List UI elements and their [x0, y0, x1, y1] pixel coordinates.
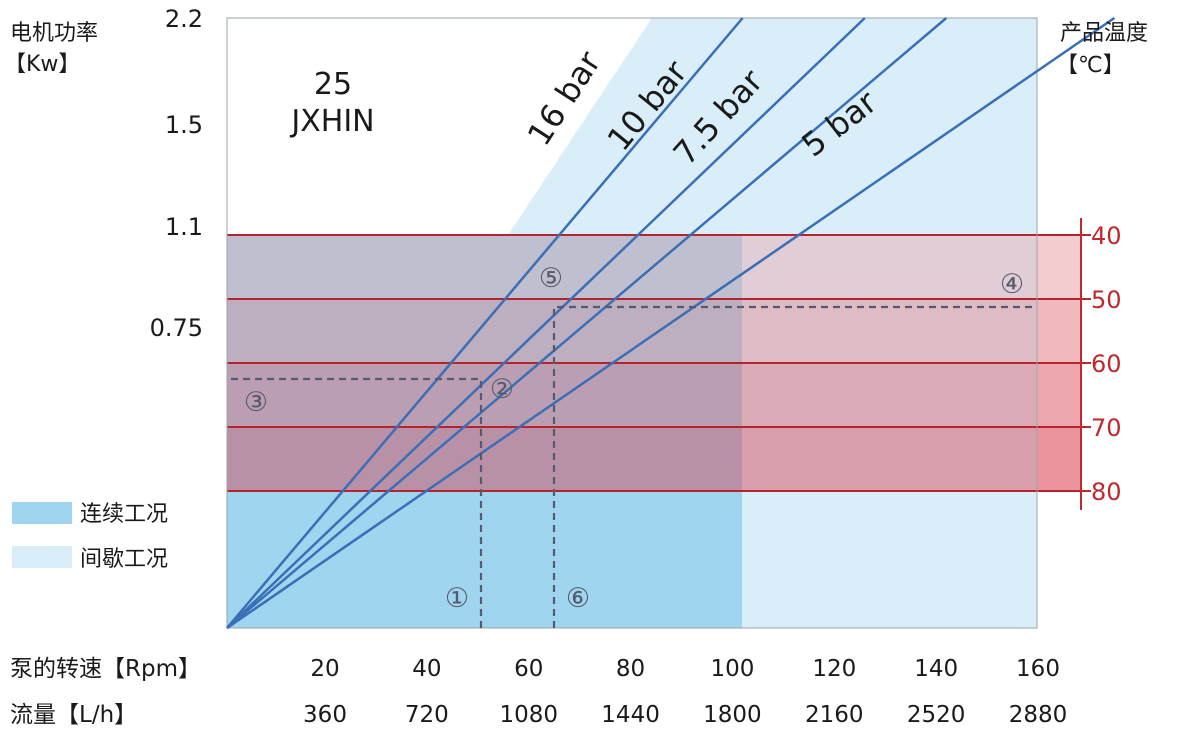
marker-6: ⑥ — [566, 583, 590, 614]
left-axis-unit: 【Kw】 — [4, 52, 80, 77]
flow-tick-1080: 1080 — [499, 702, 558, 728]
pressure-line-16-bar — [226, 17, 744, 629]
pressure-line-10-bar — [226, 17, 866, 629]
flow-tick-720: 720 — [405, 702, 449, 728]
marker-2: ② — [490, 374, 514, 405]
plot-frame — [226, 17, 1038, 629]
flow-tick-2160: 2160 — [805, 702, 864, 728]
speed-tick-160: 160 — [1016, 656, 1060, 682]
left-tick-2-2: 2.2 — [165, 5, 203, 33]
speed-axis-title: 泵的转速【Rpm】 — [10, 656, 201, 682]
upper-white-region — [227, 18, 652, 235]
speed-tick-60: 60 — [514, 656, 543, 682]
legend-swatch-intermittent — [12, 546, 72, 568]
x-axis-ticks: 20 360 40 720 60 1080 80 1440 100 1800 120 2160 140 2… — [303, 656, 1067, 728]
temp-band-50-60 — [227, 299, 1037, 363]
left-axis-title: 电机功率 — [10, 21, 98, 46]
pressure-line-5-bar — [226, 16, 1116, 630]
marker-3: ③ — [244, 387, 268, 418]
flow-tick-1800: 1800 — [703, 702, 762, 728]
speed-tick-20: 20 — [310, 656, 339, 682]
left-tick-1-1: 1.1 — [165, 213, 203, 241]
model-name: JXHIN — [289, 104, 374, 139]
right-tick-40: 40 — [1091, 222, 1122, 250]
flow-tick-2520: 2520 — [907, 702, 966, 728]
temp-band-strip-60 — [1037, 363, 1081, 427]
speed-tick-120: 120 — [812, 656, 856, 682]
temp-band-40-50 — [227, 235, 1037, 299]
temp-band-strip-40 — [1037, 235, 1081, 299]
speed-tick-80: 80 — [616, 656, 645, 682]
example-dash-speed-6 — [552, 305, 1037, 628]
right-tick-80: 80 — [1091, 478, 1122, 506]
pressure-line-7-5-bar — [226, 17, 948, 629]
continuous-region — [227, 235, 742, 628]
legend-label-intermittent: 间歇工况 — [80, 547, 168, 572]
speed-tick-140: 140 — [914, 656, 958, 682]
left-axis-ticks: 2.2 1.5 1.1 0.75 — [150, 5, 203, 342]
temp-band-70-80 — [227, 427, 1037, 491]
legend-swatch-continuous — [12, 502, 72, 524]
example-markers: ① ② ③ ④ ⑤ ⑥ — [244, 263, 1024, 614]
flow-axis-title: 流量【L/h】 — [10, 702, 137, 728]
right-tick-70: 70 — [1091, 414, 1122, 442]
temperature-bands — [227, 234, 1081, 492]
legend-label-continuous: 连续工况 — [80, 502, 168, 527]
pressure-lines — [226, 16, 1116, 630]
right-tick-50: 50 — [1091, 286, 1122, 314]
speed-tick-40: 40 — [412, 656, 441, 682]
temp-band-strip-70 — [1037, 427, 1081, 491]
marker-1: ① — [445, 583, 469, 614]
example-dashes — [227, 305, 1037, 628]
left-tick-1-5: 1.5 — [165, 111, 203, 139]
right-axis-unit: 【℃】 — [1056, 53, 1125, 78]
marker-4: ④ — [1000, 269, 1024, 300]
flow-tick-2880: 2880 — [1009, 702, 1068, 728]
temp-band-strip-50 — [1037, 299, 1081, 363]
left-tick-0-75: 0.75 — [150, 314, 203, 342]
right-axis-title: 产品温度 — [1060, 21, 1148, 46]
model-number: 25 — [314, 67, 352, 102]
right-tick-60: 60 — [1091, 350, 1122, 378]
speed-tick-100: 100 — [710, 656, 754, 682]
temp-band-60-70 — [227, 363, 1037, 427]
flow-tick-360: 360 — [303, 702, 347, 728]
right-axis-ticks: 40 50 60 70 80 — [1081, 222, 1122, 506]
flow-tick-1440: 1440 — [601, 702, 660, 728]
marker-5: ⑤ — [539, 263, 563, 294]
